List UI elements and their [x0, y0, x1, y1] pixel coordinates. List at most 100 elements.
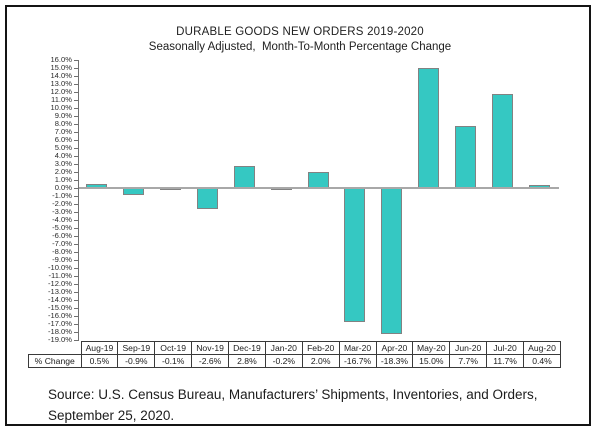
- bar-Apr-20: [381, 188, 402, 334]
- y-tick-label: 3.0%: [54, 159, 72, 168]
- table-month-cell: Apr-20: [375, 341, 414, 355]
- y-tick-label: 12.0%: [50, 87, 72, 96]
- y-tick-label: 0.0%: [54, 183, 72, 192]
- table-month-cell: Dec-19: [228, 341, 266, 355]
- bar-Nov-19: [197, 188, 218, 209]
- chart-title: DURABLE GOODS NEW ORDERS 2019-2020: [176, 26, 424, 38]
- y-tick-label: -12.0%: [47, 279, 72, 288]
- table-month-cell: Aug-20: [523, 341, 561, 355]
- table-value-cell: 0.4%: [523, 354, 561, 368]
- y-tick-mark: [74, 148, 78, 149]
- table-month-cell: Mar-20: [338, 341, 377, 355]
- table-row-label: % Change: [28, 354, 82, 368]
- bar-Jun-20: [455, 126, 476, 188]
- table-month-cell: Nov-19: [191, 341, 229, 355]
- bar-Sep-19: [123, 188, 144, 195]
- table-value-cell: -0.9%: [117, 354, 156, 368]
- y-tick-label: -18.0%: [47, 327, 72, 336]
- y-tick-label: -14.0%: [47, 295, 72, 304]
- y-tick-label: 9.0%: [54, 111, 72, 120]
- y-tick-mark: [74, 188, 78, 189]
- y-tick-mark: [74, 236, 78, 237]
- y-tick-mark: [74, 76, 78, 77]
- y-tick-mark: [74, 316, 78, 317]
- y-tick-mark: [74, 244, 78, 245]
- y-tick-mark: [74, 340, 78, 341]
- bar-May-20: [418, 68, 439, 188]
- table-value-cell: 0.5%: [80, 354, 119, 368]
- y-tick-mark: [74, 276, 78, 277]
- y-tick-label: -19.0%: [47, 335, 72, 344]
- y-tick-mark: [74, 156, 78, 157]
- y-tick-label: -7.0%: [52, 239, 72, 248]
- y-tick-mark: [74, 60, 78, 61]
- y-tick-mark: [74, 212, 78, 213]
- y-tick-mark: [74, 140, 78, 141]
- y-tick-label: 1.0%: [54, 175, 72, 184]
- y-tick-label: -3.0%: [52, 207, 72, 216]
- y-tick-label: 5.0%: [54, 143, 72, 152]
- y-tick-mark: [74, 116, 78, 117]
- y-tick-label: -6.0%: [52, 231, 72, 240]
- y-tick-mark: [74, 220, 78, 221]
- y-tick-mark: [74, 180, 78, 181]
- table-month-cell: Aug-19: [80, 341, 119, 355]
- y-tick-label: 8.0%: [54, 119, 72, 128]
- y-tick-mark: [74, 108, 78, 109]
- table-month-cell: Feb-20: [301, 341, 340, 355]
- y-tick-label: -13.0%: [47, 287, 72, 296]
- y-tick-mark: [74, 124, 78, 125]
- table-month-cell: May-20: [412, 341, 451, 355]
- table-value-cell: -18.3%: [375, 354, 414, 368]
- table-month-cell: Jun-20: [449, 341, 488, 355]
- y-tick-mark: [74, 132, 78, 133]
- y-tick-label: -4.0%: [52, 215, 72, 224]
- y-tick-label: 14.0%: [50, 71, 72, 80]
- y-tick-mark: [74, 252, 78, 253]
- y-tick-label: -5.0%: [52, 223, 72, 232]
- y-tick-label: -9.0%: [52, 255, 72, 264]
- y-tick-label: -2.0%: [52, 199, 72, 208]
- y-tick-mark: [74, 332, 78, 333]
- table-value-cell: 2.8%: [228, 354, 266, 368]
- y-tick-label: -11.0%: [48, 271, 73, 280]
- table-value-row: % Change 0.5% -0.9% -0.1% -2.6% 2.8% -0.2% 2.0%…: [28, 354, 561, 368]
- table-month-cell: Jul-20: [486, 341, 524, 355]
- outer-frame-border: [5, 5, 591, 426]
- y-tick-mark: [74, 204, 78, 205]
- table-value-cell: -16.7%: [338, 354, 377, 368]
- y-tick-mark: [74, 92, 78, 93]
- y-tick-mark: [74, 172, 78, 173]
- source-line-2: September 25, 2020.: [48, 408, 175, 423]
- source-citation: Source: U.S. Census Bureau, Manufacturer…: [48, 384, 568, 426]
- y-axis-line: [78, 60, 79, 341]
- y-tick-label: 2.0%: [54, 167, 72, 176]
- y-tick-label: -10.0%: [47, 263, 72, 272]
- y-tick-label: -8.0%: [52, 247, 72, 256]
- source-line-1: Source: U.S. Census Bureau, Manufacturer…: [48, 387, 538, 402]
- y-tick-label: 13.0%: [50, 79, 72, 88]
- y-tick-mark: [74, 228, 78, 229]
- y-tick-label: -16.0%: [47, 311, 72, 320]
- y-tick-label: 10.0%: [50, 103, 72, 112]
- table-month-cell: Oct-19: [154, 341, 193, 355]
- bar-Dec-19: [234, 166, 255, 188]
- y-tick-mark: [74, 268, 78, 269]
- y-tick-mark: [74, 68, 78, 69]
- table-value-cell: 7.7%: [449, 354, 488, 368]
- bar-Mar-20: [344, 188, 365, 322]
- bar-Feb-20: [308, 172, 329, 188]
- y-tick-mark: [74, 164, 78, 165]
- y-tick-label: -17.0%: [47, 319, 72, 328]
- y-tick-label: 7.0%: [54, 127, 72, 136]
- data-table: Aug-19 Sep-19 Oct-19 Nov-19 Dec-19 Jan-20 Feb-…: [28, 341, 561, 368]
- table-value-cell: -2.6%: [191, 354, 229, 368]
- table-value-cell: 2.0%: [301, 354, 340, 368]
- table-corner-spacer: [29, 342, 82, 355]
- table-month-cell: Jan-20: [264, 341, 303, 355]
- y-tick-label: 4.0%: [54, 151, 72, 160]
- y-tick-label: 15.0%: [50, 63, 72, 72]
- table-value-cell: -0.2%: [264, 354, 303, 368]
- table-month-cell: Sep-19: [117, 341, 156, 355]
